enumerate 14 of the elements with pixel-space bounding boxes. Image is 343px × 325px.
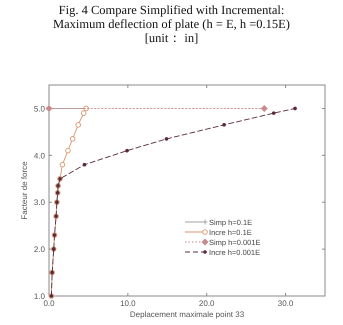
x-tick-label: 0.0	[43, 299, 56, 308]
y-tick-label: 4.0	[34, 151, 46, 160]
y-tick-label: 1.0	[34, 292, 46, 301]
title: Maximum deflection of plate (h = E, h =0.15E)	[53, 17, 290, 31]
title: Fig. 4 Compare Simplified with Incremental:	[58, 3, 284, 17]
title: [unit： in]	[144, 31, 198, 45]
x-axis-title: Deplacement maximale point 33	[130, 310, 245, 319]
y-tick-label: 5.0	[34, 104, 46, 114]
y-tick-label: 2.0	[34, 245, 46, 254]
x-tick-label: 20.0	[198, 299, 216, 308]
y-axis-title: Facteur de force	[20, 160, 29, 220]
x-tick-label: 30.0	[278, 299, 294, 308]
y-tick-label: 3.0	[34, 198, 46, 208]
x-tick-label: 10.0	[120, 299, 136, 308]
